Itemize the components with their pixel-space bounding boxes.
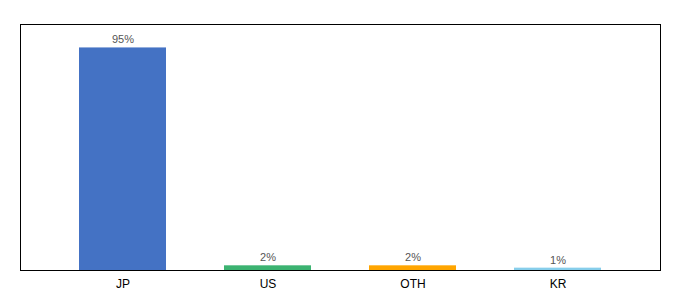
svg-text:1%: 1% [550,254,566,266]
svg-text:2%: 2% [260,251,276,263]
svg-text:2%: 2% [405,251,421,263]
svg-text:JP: JP [116,277,130,291]
svg-text:95%: 95% [112,33,134,45]
svg-text:US: US [260,277,277,291]
svg-text:KR: KR [550,277,567,291]
svg-text:OTH: OTH [400,277,425,291]
